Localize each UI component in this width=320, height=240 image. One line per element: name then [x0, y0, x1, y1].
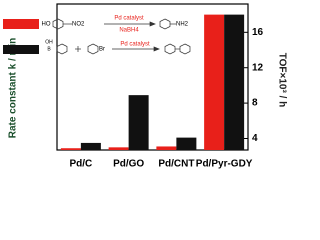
x-tick-label: Pd/GO	[113, 159, 144, 170]
x-tick-label: Pd/C	[69, 159, 92, 170]
scheme-text: NH2	[176, 22, 189, 28]
chart: Rate constant k / min TOF×10³ / h HO NO2…	[3, 3, 287, 170]
legend-key	[3, 19, 39, 29]
scheme-text: Pd catalyst	[120, 42, 150, 48]
y2-tick-label: 8	[252, 98, 258, 109]
scheme-arrows	[75, 21, 160, 52]
x-tick-label: Pd/CNT	[158, 159, 194, 170]
scheme-structures	[52, 18, 191, 55]
y2-tick-label: 4	[252, 133, 258, 144]
scheme-text: B	[47, 46, 51, 52]
bar	[128, 95, 149, 150]
plot-frame	[56, 3, 249, 151]
x-tick-label: Pd/Pyr-GDY	[196, 159, 253, 170]
y-axis-label: Rate constant k / min	[8, 38, 19, 139]
scheme-text: NaBH4	[119, 28, 139, 34]
bar	[60, 148, 81, 150]
scheme-text: HO	[42, 22, 51, 28]
bar	[156, 146, 177, 150]
y2-tick-label: 16	[252, 27, 264, 38]
y2-axis-label: TOF×10³ / h	[276, 53, 287, 108]
bar	[108, 147, 129, 150]
bar	[204, 14, 225, 151]
y2-tick-label: 12	[252, 62, 264, 73]
scheme-text: NO2	[72, 22, 85, 28]
scheme-text: Br	[99, 47, 105, 53]
scheme-text: OH	[45, 39, 53, 45]
legend-key	[3, 45, 39, 54]
bar	[80, 142, 101, 150]
scheme-text: Pd catalyst	[114, 16, 144, 22]
bar	[224, 14, 245, 151]
bar	[176, 137, 197, 150]
